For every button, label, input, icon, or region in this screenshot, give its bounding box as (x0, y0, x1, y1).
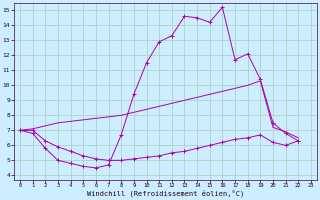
X-axis label: Windchill (Refroidissement éolien,°C): Windchill (Refroidissement éolien,°C) (87, 190, 244, 197)
